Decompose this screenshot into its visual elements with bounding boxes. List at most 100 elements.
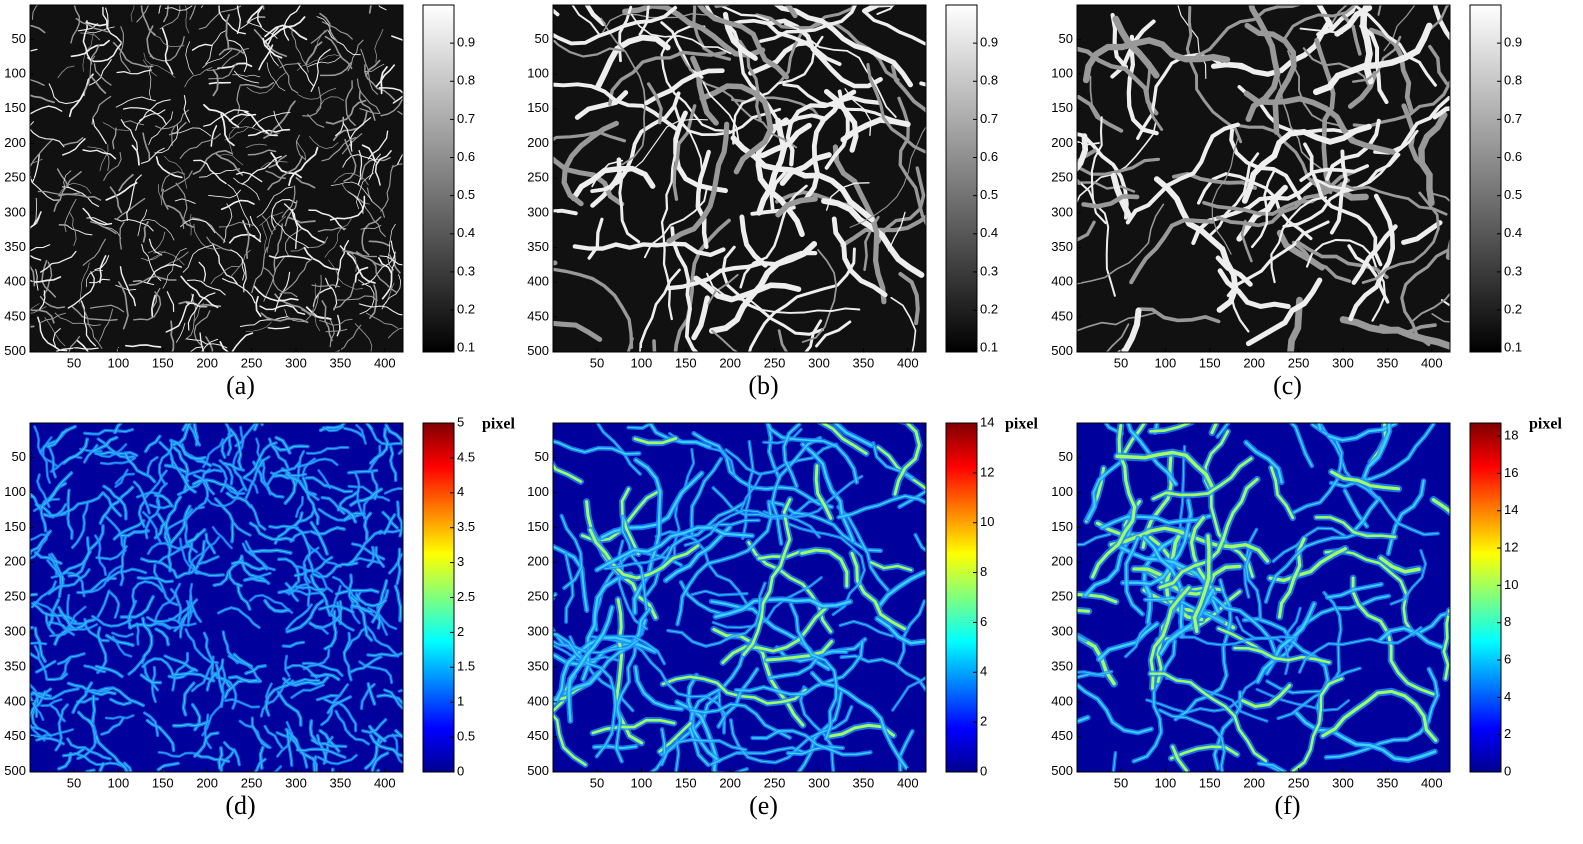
vessel <box>204 632 214 681</box>
vessel <box>350 488 382 506</box>
vessel <box>319 605 354 613</box>
vessel <box>840 655 926 691</box>
vessel <box>801 249 838 343</box>
vessel <box>1112 752 1116 772</box>
y-tick-label: 300 <box>1051 623 1073 638</box>
vessel <box>1244 441 1283 484</box>
vessel <box>30 691 46 717</box>
y-tick-label: 300 <box>527 623 549 638</box>
vessel <box>231 126 280 136</box>
image-texture <box>30 423 403 772</box>
vessel <box>773 5 914 88</box>
vessel <box>63 748 84 757</box>
vessel <box>1316 5 1358 37</box>
vessel <box>696 5 790 80</box>
vessel <box>191 217 226 243</box>
colorbar-tick-label: 12 <box>1504 539 1518 554</box>
vessel <box>30 276 62 283</box>
vessel <box>370 734 403 757</box>
y-tick-label: 300 <box>4 204 26 219</box>
vessel <box>49 504 67 517</box>
vessel <box>194 732 219 757</box>
vessel <box>850 551 907 631</box>
vessel <box>233 522 251 536</box>
vessel <box>95 535 106 575</box>
vessel <box>265 680 294 716</box>
colorbar-tick-label: 0.6 <box>1504 149 1522 164</box>
vessel <box>31 5 40 20</box>
vessel <box>305 274 322 321</box>
vessel <box>120 536 126 586</box>
vessel <box>226 492 252 508</box>
vessel <box>1216 423 1230 438</box>
vessel <box>356 78 381 114</box>
vessel <box>180 218 216 234</box>
vessel <box>1171 745 1189 772</box>
y-tick-label: 400 <box>527 274 549 289</box>
x-tick-label: 50 <box>590 355 604 370</box>
vessel <box>310 720 317 742</box>
vessel <box>1442 608 1450 681</box>
vessel <box>48 83 85 105</box>
vessel <box>1303 142 1383 267</box>
vessel <box>192 656 214 692</box>
y-tick-label: 100 <box>4 65 26 80</box>
vessel <box>47 673 67 680</box>
vessel <box>125 344 162 348</box>
colorbar-tick-label: 0.8 <box>1504 73 1522 88</box>
vessel <box>265 170 287 179</box>
vessel <box>730 135 875 223</box>
colorbar-tick-label: 0.1 <box>980 340 998 355</box>
vessel <box>811 672 908 769</box>
vessel <box>1243 90 1396 155</box>
vessel <box>664 526 731 582</box>
vessel <box>58 607 76 630</box>
vessel <box>690 55 719 126</box>
colorbar-tick-label: 0.5 <box>457 187 475 202</box>
y-tick-label: 350 <box>1051 658 1073 673</box>
vessel <box>224 126 250 141</box>
x-tick-label: 150 <box>1199 355 1221 370</box>
vessel <box>230 429 242 469</box>
vessel <box>266 62 286 92</box>
vessel <box>330 613 354 631</box>
vessel <box>768 18 883 89</box>
vessel <box>742 497 792 656</box>
colorbar-tick-label: 0.3 <box>980 263 998 278</box>
vessel <box>82 149 117 160</box>
vessel <box>667 582 766 647</box>
colorbar-tick-label: 0.4 <box>980 225 998 240</box>
vessel <box>710 747 806 765</box>
vessel <box>79 262 90 304</box>
image-texture <box>1077 423 1450 772</box>
vessel <box>395 730 403 738</box>
vessel <box>1203 430 1254 578</box>
vessel <box>61 138 86 156</box>
vessel <box>356 593 386 607</box>
vessel <box>321 136 357 162</box>
vessel <box>368 607 397 629</box>
colorbar <box>422 4 455 353</box>
vessel <box>702 81 740 142</box>
vessel <box>1082 37 1231 84</box>
vessel <box>595 526 754 571</box>
vessel <box>866 62 926 154</box>
vessel <box>152 287 161 309</box>
vessel <box>128 658 144 675</box>
vessel <box>30 78 45 86</box>
vessel <box>784 23 897 118</box>
vessel <box>266 216 286 254</box>
vessel <box>145 435 161 452</box>
vessel <box>205 29 228 65</box>
vessel <box>111 127 117 150</box>
vessel <box>375 547 384 567</box>
vessel <box>336 589 379 595</box>
vessel <box>756 117 788 216</box>
y-tick-label: 250 <box>527 170 549 185</box>
vessel <box>1428 5 1450 31</box>
x-tick-label: 200 <box>1243 775 1265 790</box>
vessel <box>180 538 201 573</box>
vessel <box>369 726 386 742</box>
vessel <box>1123 423 1147 454</box>
vessel <box>1211 137 1239 255</box>
